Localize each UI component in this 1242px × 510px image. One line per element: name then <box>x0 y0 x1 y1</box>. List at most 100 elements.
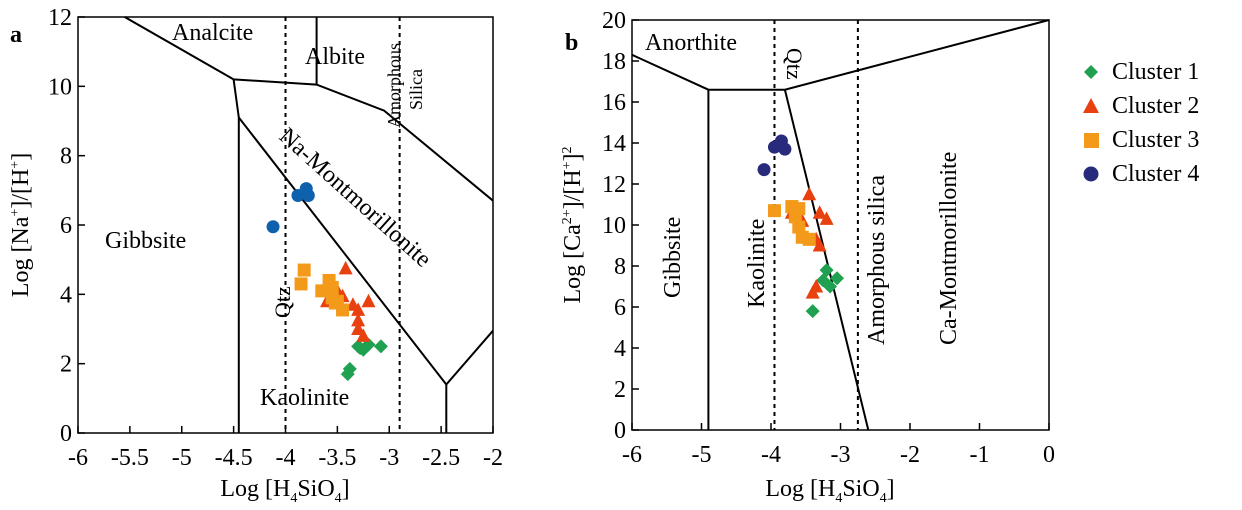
legend-label: Cluster 3 <box>1112 126 1200 153</box>
data-point-cluster-1 <box>830 271 845 286</box>
panel-b-points <box>757 134 845 319</box>
data-point-cluster-4 <box>757 163 771 177</box>
data-point-cluster-3 <box>315 284 329 298</box>
data-point-cluster-2 <box>351 302 366 316</box>
data-point-cluster-2 <box>819 211 834 225</box>
y-tick-label: 8 <box>60 144 72 170</box>
data-point-cluster-2 <box>338 260 353 275</box>
x-tick-label: -5 <box>172 445 192 471</box>
x-tick-label: -1 <box>970 442 990 468</box>
data-point-cluster-2 <box>361 293 376 308</box>
data-point-cluster-1 <box>823 279 838 294</box>
data-point-cluster-3 <box>328 296 342 310</box>
x-tick-label: -2.5 <box>422 445 460 471</box>
panel-a-points <box>266 182 388 382</box>
legend-marker-square <box>1084 133 1099 148</box>
legend-label: Cluster 4 <box>1112 160 1200 187</box>
x-tick-label: -4.5 <box>215 445 253 471</box>
x-tick-label: -3 <box>379 445 399 471</box>
y-tick-label: 12 <box>48 5 72 31</box>
y-tick-label: 4 <box>60 282 72 308</box>
field-label-albite: Albite <box>305 44 365 70</box>
y-tick-label: 0 <box>614 418 626 444</box>
data-point-cluster-2 <box>812 238 827 252</box>
panel-a-reference-lines <box>284 17 401 433</box>
panel-a-xlabel: Log [H4SiO4] <box>220 476 349 506</box>
diamond-icon <box>1084 65 1098 79</box>
stability-boundary <box>232 79 240 433</box>
x-tick-label: -4 <box>276 445 296 471</box>
data-point-cluster-4 <box>266 220 280 234</box>
field-label-kaolinite: Kaolinite <box>260 385 349 411</box>
y-tick-label: 12 <box>602 172 626 198</box>
field-label-silica-a: Silica <box>406 69 426 110</box>
panel-b-tag: b <box>565 30 578 56</box>
y-tick-label: 4 <box>614 336 626 362</box>
legend-marker-circle <box>1083 166 1099 182</box>
panel-b-xlabel: Log [H4SiO4] <box>765 476 894 506</box>
panel-b-frame <box>631 19 1050 431</box>
x-tick-label: -5 <box>692 442 712 468</box>
legend-marker-triangle <box>1083 98 1099 113</box>
data-point-cluster-2 <box>356 328 371 342</box>
panel-b-ylabel: Log [Ca2+]/[H+]2 <box>560 146 586 303</box>
stability-boundary <box>631 19 1050 91</box>
field-label-gibbsite-b: Gibbsite <box>660 217 686 298</box>
panel-a-ticks: -6 -5.5 -5 -4.5 -4 -3.5 -3 -2.5 -2 0 2 4 6 8 10 12 <box>48 5 503 471</box>
data-point-cluster-2 <box>812 205 827 219</box>
y-tick-label: 8 <box>614 254 626 280</box>
field-label-kaolinite-b: Kaolinite <box>744 219 770 308</box>
field-label-amorphous-a: Amorphous <box>384 43 404 128</box>
y-tick-label: 6 <box>614 295 626 321</box>
circle-icon <box>1083 166 1099 182</box>
x-tick-label: -3 <box>831 442 851 468</box>
panel-b-boundaries <box>631 19 1050 431</box>
y-tick-label: 16 <box>602 90 626 116</box>
x-tick-label: -4 <box>761 442 781 468</box>
x-tick-label: 0 <box>1043 442 1055 468</box>
y-tick-label: 6 <box>60 213 72 239</box>
data-point-cluster-3 <box>297 263 311 277</box>
legend-item-cluster-3: Cluster 3 <box>1080 123 1199 157</box>
panel-a-ylabel: Log [Na+]/[H+] <box>8 153 34 297</box>
panel-a: a -6 -5.5 -5 -4.5 -4 -3.5 -3 -2.5 -2 0 2 4 6 8 10 12 An… <box>8 5 503 506</box>
data-point-cluster-2 <box>351 312 366 327</box>
legend: Cluster 1 Cluster 2 Cluster 3 Cluster 4 <box>1080 55 1199 191</box>
field-label-qtz-a: Qtz <box>270 286 295 318</box>
panel-b-ticks: -6 -5 -4 -3 -2 -1 0 0 2 4 6 8 10 12 14 16 18 20 <box>602 8 1055 468</box>
legend-item-cluster-4: Cluster 4 <box>1080 157 1199 191</box>
data-point-cluster-1 <box>353 341 368 356</box>
data-point-cluster-3 <box>788 210 802 224</box>
data-point-cluster-1 <box>342 361 357 376</box>
panel-b: b -6 -5 -4 -3 -2 -1 0 0 2 4 6 8 10 12 14 16 18 20 Anorthi… <box>560 8 1055 506</box>
legend-item-cluster-2: Cluster 2 <box>1080 89 1199 123</box>
stability-boundary <box>445 330 494 386</box>
y-tick-label: 18 <box>602 49 626 75</box>
x-tick-label: -2 <box>900 442 920 468</box>
x-tick-label: -2 <box>483 445 503 471</box>
legend-item-cluster-1: Cluster 1 <box>1080 55 1199 89</box>
data-point-cluster-2 <box>802 186 817 201</box>
data-point-cluster-3 <box>294 277 308 291</box>
panel-a-tag: a <box>10 22 22 48</box>
legend-label: Cluster 2 <box>1112 92 1200 119</box>
panel-a-boundaries <box>124 16 494 433</box>
y-tick-label: 14 <box>602 131 626 157</box>
legend-marker-diamond <box>1084 65 1098 79</box>
y-tick-label: 2 <box>614 377 626 403</box>
data-point-cluster-3 <box>325 280 339 294</box>
stability-boundary <box>783 89 870 431</box>
y-tick-label: 2 <box>60 352 72 378</box>
x-tick-label: -5.5 <box>111 445 149 471</box>
x-tick-label: -3.5 <box>318 445 356 471</box>
field-label-analcite: Analcite <box>172 20 253 46</box>
y-tick-label: 20 <box>602 8 626 34</box>
y-tick-label: 10 <box>48 74 72 100</box>
field-label-gibbsite: Gibbsite <box>105 228 186 254</box>
data-point-cluster-1 <box>805 304 820 319</box>
field-label-qtz-b: Qtz <box>782 48 807 80</box>
field-label-amorphous-silica-b: Amorphous silica <box>864 175 890 345</box>
y-tick-label: 10 <box>602 213 626 239</box>
y-tick-label: 0 <box>60 421 72 447</box>
